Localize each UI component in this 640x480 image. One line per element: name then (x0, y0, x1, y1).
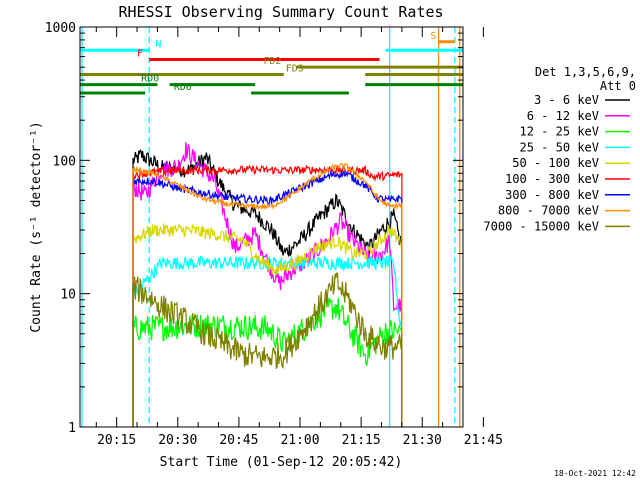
series-line-50-100kev (132, 223, 403, 427)
series-line-3-6kev (132, 149, 403, 427)
x-tick-label-6: 21:45 (464, 433, 503, 448)
series-line-300-800kev (132, 170, 403, 427)
plot-area: N F S FD2 FD3 RD0 RD6 (80, 27, 463, 427)
series-line-12-25kev (132, 296, 403, 427)
y-tick-label-1: 10 (60, 288, 76, 303)
flag-label-rd0: RD0 (141, 74, 159, 85)
x-tick-label-3: 21:00 (280, 433, 319, 448)
series-line-25-50kev (132, 254, 403, 427)
flag-label-fd2: FD2 (263, 56, 281, 67)
legend-entry-label-0: 3 - 6 keV (534, 93, 599, 107)
x-tick-label-1: 20:30 (158, 433, 197, 448)
legend-entry-label-5: 100 - 300 keV (505, 172, 599, 186)
legend-entry-label-2: 12 - 25 keV (520, 125, 599, 139)
x-axis-label: Start Time (01-Sep-12 20:05:42) (160, 455, 403, 470)
flag-label-s: S (430, 31, 436, 42)
flag-label-n: N (155, 39, 161, 50)
x-tick-label-2: 20:45 (219, 433, 258, 448)
y-axis-label: Count Rate (s⁻¹ detector⁻¹) (29, 121, 44, 332)
legend-entry-label-4: 50 - 100 keV (512, 156, 599, 170)
x-tick-label-0: 20:15 (97, 433, 136, 448)
flag-label-rd6: RD6 (174, 82, 192, 93)
y-tick-label-3: 1000 (45, 21, 76, 36)
legend-header-line-1: Det 1,3,5,6,9, (535, 65, 636, 79)
legend-entry-label-3: 25 - 50 keV (520, 140, 599, 154)
x-tick-label-4: 21:15 (342, 433, 381, 448)
legend-entry-label-8: 7000 - 15000 keV (483, 219, 599, 233)
series-line-800-7000kev (132, 162, 403, 427)
y-tick-label-0: 1 (68, 421, 76, 436)
x-tick-label-5: 21:30 (403, 433, 442, 448)
legend-header-line-2: Att 0 (600, 79, 636, 93)
axes-frame (79, 26, 464, 428)
legend-entry-label-6: 300 - 800 keV (505, 188, 599, 202)
axis-ticks: 1 10 100 1000 20:15 20:30 20:45 21:00 21:15 21:30… (45, 21, 503, 448)
footer-timestamp: 18-Oct-2021 12:42 (554, 469, 636, 478)
flag-label-f: F (137, 49, 143, 60)
y-tick-label-2: 100 (53, 154, 76, 169)
flag-label-fd3: FD3 (286, 64, 304, 75)
series-line-7000-15000kev (132, 272, 403, 427)
legend-entry-label-1: 6 - 12 keV (527, 109, 599, 123)
legend: Det 1,3,5,6,9, Att 0 3 - 6 keV 6 - 12 keV… (483, 65, 636, 233)
legend-entry-label-7: 800 - 7000 keV (498, 204, 599, 218)
series-line-100-300kev (132, 164, 403, 427)
chart-title: RHESSI Observing Summary Count Rates (118, 3, 443, 21)
